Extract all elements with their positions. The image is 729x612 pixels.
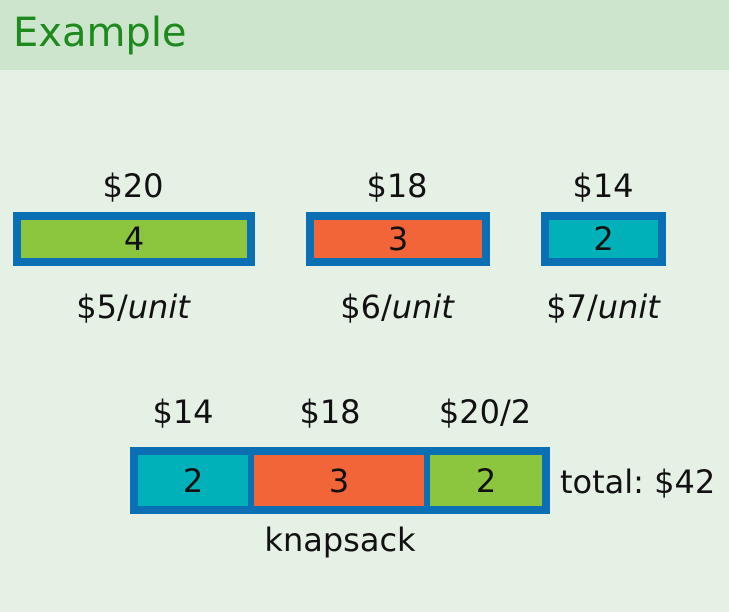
item-rate: $5/unit	[63, 287, 203, 327]
item-price: $20	[102, 167, 164, 205]
header-bar: Example	[0, 0, 729, 70]
knapsack-label: knapsack	[264, 521, 416, 559]
item-price: $18	[366, 167, 428, 205]
item-rate-value: $5/	[76, 288, 128, 326]
knapsack-segment-price: $20/2	[438, 393, 532, 431]
item-rate-value: $7/	[546, 288, 598, 326]
segment-divider	[424, 455, 430, 506]
segment-divider	[248, 455, 254, 506]
knapsack-segment: 3	[254, 455, 424, 506]
item-rate-unit: unit	[597, 288, 660, 326]
knapsack-segment-price: $14	[152, 393, 214, 431]
item-quantity: 4	[21, 220, 247, 258]
item-rate: $6/unit	[327, 287, 467, 327]
page-title: Example	[13, 10, 187, 56]
item-box: 3	[306, 212, 490, 266]
knapsack-segment: 2	[138, 455, 248, 506]
item-quantity: 2	[549, 220, 658, 258]
item-box: 2	[541, 212, 666, 266]
item-rate: $7/unit	[533, 287, 673, 327]
item-price: $14	[572, 167, 634, 205]
total-label: total: $42	[560, 463, 716, 501]
knapsack-box: 2 3 2	[130, 447, 550, 514]
item-rate-value: $6/	[340, 288, 392, 326]
item-rate-unit: unit	[127, 288, 190, 326]
knapsack-segment-price: $18	[299, 393, 361, 431]
item-quantity: 3	[314, 220, 482, 258]
knapsack-segment: 2	[430, 455, 542, 506]
item-rate-unit: unit	[391, 288, 454, 326]
item-box: 4	[13, 212, 255, 266]
